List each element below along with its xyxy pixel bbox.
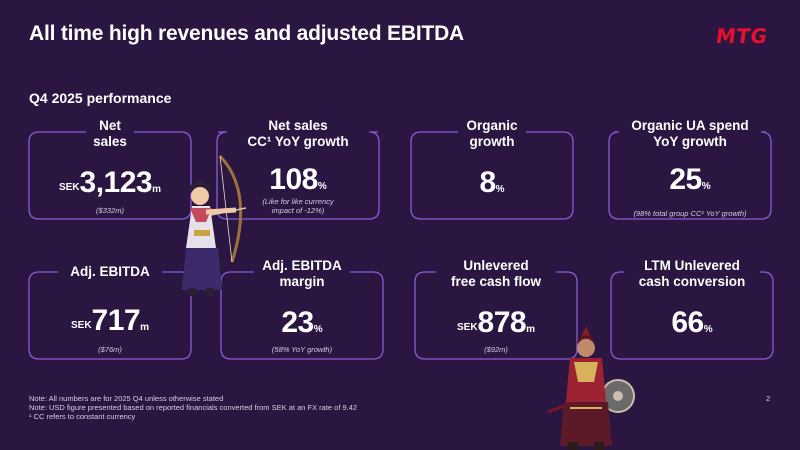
kpi-label-line: growth: [469, 134, 515, 149]
kpi-number: 3,123: [79, 166, 153, 199]
kpi-note-line: (58% YoY growth): [271, 345, 333, 354]
archer-character-icon: [182, 154, 247, 296]
section-subtitle: Q4 2025 performance: [29, 90, 172, 106]
kpi-value: 66%: [610, 306, 774, 340]
kpi-label-line: YoY growth: [653, 134, 727, 149]
kpi-label-line: Net: [99, 118, 121, 133]
kpi-note-line: (98% total group CC¹ YoY growth): [633, 209, 747, 218]
kpi-unit-suffix: m: [152, 184, 162, 195]
kpi-value: SEK3,123m: [28, 166, 192, 200]
kpi-unit-suffix: %: [703, 324, 713, 335]
card-frame: [220, 271, 384, 360]
kpi-number: 108: [269, 163, 318, 196]
kpi-unit-suffix: m: [526, 324, 536, 335]
kpi-label: Adj. EBITDA margin: [220, 258, 384, 290]
kpi-card-ltm-cash-conversion: LTM Unlevered cash conversion 66%: [610, 258, 774, 360]
kpi-card-organic-ua-spend: Organic UA spend YoY growth 25% (98% total …: [608, 118, 772, 220]
mtg-logo: MTG: [714, 24, 770, 48]
kpi-note: ($92m): [414, 345, 578, 354]
kpi-label: Net sales CC¹ YoY growth: [216, 118, 380, 150]
kpi-label: Organic UA spend YoY growth: [608, 118, 772, 150]
kpi-note-line: ($76m): [98, 345, 122, 354]
kpi-card-adj-ebitda: Adj. EBITDA SEK717m ($76m): [28, 258, 192, 360]
kpi-number: 717: [91, 304, 141, 337]
kpi-note: (98% total group CC¹ YoY growth): [608, 209, 772, 218]
kpi-card-adj-ebitda-margin: Adj. EBITDA margin 23% (58% YoY growth): [220, 258, 384, 360]
kpi-number: 878: [477, 306, 527, 339]
kpi-label-line: Organic UA spend: [631, 118, 749, 133]
card-frame: [216, 131, 380, 220]
kpi-currency-prefix: SEK: [456, 322, 478, 333]
kpi-label: Adj. EBITDA: [28, 264, 192, 280]
kpi-value: 23%: [220, 306, 384, 340]
kpi-note-line: (Like for like currency: [262, 197, 334, 206]
kpi-label-line: Net sales: [268, 118, 328, 133]
warrior-character-icon: [547, 326, 635, 450]
kpi-label-line: margin: [279, 274, 325, 289]
kpi-value: SEK717m: [28, 304, 192, 338]
kpi-value: 108%: [216, 163, 380, 197]
kpi-unit-suffix: %: [313, 324, 323, 335]
kpi-note: (Like for like currency impact of -12%): [216, 197, 380, 215]
slide-title: All time high revenues and adjusted EBIT…: [29, 22, 465, 45]
kpi-number: 25: [669, 163, 702, 196]
kpi-card-net-sales-growth: Net sales CC¹ YoY growth 108% (Like for lik…: [216, 118, 380, 220]
kpi-unit-suffix: %: [317, 181, 327, 192]
footnotes: Note: All numbers are for 2025 Q4 unless…: [29, 394, 357, 421]
kpi-note: ($332m): [28, 206, 192, 215]
kpi-unit-suffix: m: [140, 322, 150, 333]
kpi-label: Net sales: [28, 118, 192, 150]
kpi-value: 8%: [410, 166, 574, 200]
kpi-value: SEK878m: [414, 306, 578, 340]
kpi-label-line: LTM Unlevered: [644, 258, 740, 273]
kpi-label-line: Unlevered: [463, 258, 529, 273]
kpi-note: (58% YoY growth): [220, 345, 384, 354]
kpi-card-net-sales: Net sales SEK3,123m ($332m): [28, 118, 192, 220]
kpi-number: 66: [671, 306, 704, 339]
kpi-currency-prefix: SEK: [58, 182, 80, 193]
kpi-unit-suffix: %: [495, 184, 505, 195]
kpi-note-line: ($92m): [484, 345, 508, 354]
kpi-label: LTM Unlevered cash conversion: [610, 258, 774, 290]
card-frame: [610, 271, 774, 360]
kpi-unit-suffix: %: [701, 181, 711, 192]
kpi-label-line: Adj. EBITDA: [262, 258, 342, 273]
footnote-line: Note: All numbers are for 2025 Q4 unless…: [29, 394, 224, 403]
kpi-currency-prefix: SEK: [70, 320, 92, 331]
card-frame: [28, 131, 192, 220]
card-frame: [608, 131, 772, 220]
kpi-value: 25%: [608, 163, 772, 197]
kpi-note-line: impact of -12%): [271, 206, 325, 215]
kpi-note-line: ($332m): [96, 206, 124, 215]
card-frame: [410, 131, 574, 220]
kpi-label-line: Organic: [466, 118, 518, 133]
kpi-label: Unlevered free cash flow: [414, 258, 578, 290]
kpi-label-line: cash conversion: [638, 274, 746, 289]
footnote-line: Note: USD figure presented based on repo…: [29, 403, 358, 412]
page-number: 2: [766, 394, 771, 403]
kpi-number: 8: [479, 166, 496, 199]
kpi-card-unlevered-fcf: Unlevered free cash flow SEK878m ($92m): [414, 258, 578, 360]
kpi-card-organic-growth: Organic growth 8%: [410, 118, 574, 220]
kpi-label-line: free cash flow: [450, 274, 542, 289]
kpi-note: ($76m): [28, 345, 192, 354]
kpi-label-line: CC¹ YoY growth: [247, 134, 349, 149]
footnote-line: ¹ CC refers to constant currency: [29, 412, 136, 421]
card-frame: [414, 271, 578, 360]
kpi-number: 23: [281, 306, 314, 339]
kpi-label-line: Adj. EBITDA: [70, 264, 150, 279]
kpi-label: Organic growth: [410, 118, 574, 150]
kpi-label-line: sales: [93, 134, 127, 149]
